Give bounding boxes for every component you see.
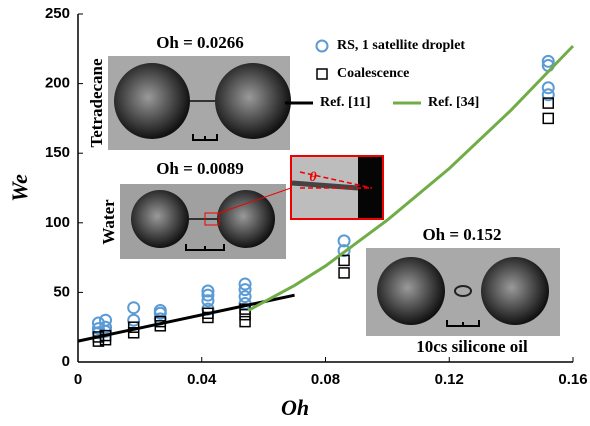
rs-point bbox=[238, 290, 252, 304]
y-tick-label: 100 bbox=[45, 214, 70, 231]
y-axis-title: We bbox=[7, 174, 32, 202]
annotation: Tetradecane bbox=[87, 58, 106, 148]
rs-point bbox=[238, 277, 252, 291]
inset-tetradecane bbox=[108, 56, 291, 150]
rs-point bbox=[127, 301, 141, 315]
legend-swatch bbox=[316, 68, 328, 80]
reference-line bbox=[247, 44, 575, 312]
coalescence-point bbox=[239, 308, 251, 321]
y-tick-label: 250 bbox=[45, 5, 70, 22]
annotation: Oh = 0.0089 bbox=[156, 159, 244, 178]
coalescence-point bbox=[542, 112, 554, 125]
coalescence-point bbox=[127, 327, 140, 339]
rs-point bbox=[238, 283, 252, 297]
inset-water bbox=[120, 184, 292, 259]
rs-point bbox=[201, 284, 215, 298]
legend-label: Coalescence bbox=[337, 66, 409, 81]
rs-point bbox=[91, 322, 105, 336]
coalescence-point bbox=[542, 97, 554, 109]
annotation: Water bbox=[99, 199, 118, 245]
y-tick-label: 0 bbox=[62, 353, 70, 370]
rs-point bbox=[91, 316, 105, 330]
coalescence-point bbox=[338, 254, 350, 267]
rs-point bbox=[337, 244, 351, 258]
y-tick-label: 200 bbox=[45, 75, 70, 92]
x-tick-label: 0.12 bbox=[435, 371, 464, 388]
rs-point bbox=[541, 88, 555, 102]
legend-label: Ref. [11] bbox=[320, 95, 371, 110]
reference-line bbox=[77, 293, 295, 343]
legend-swatch bbox=[315, 39, 329, 53]
coalescence-point bbox=[338, 267, 350, 279]
rs-point bbox=[337, 234, 351, 248]
x-tick-label: 0.16 bbox=[558, 371, 587, 388]
inset-zoom bbox=[290, 155, 384, 220]
coalescence-point bbox=[239, 315, 251, 328]
annotation: Oh = 0.0266 bbox=[156, 33, 244, 52]
x-axis-title: Oh bbox=[281, 395, 309, 420]
rs-point bbox=[99, 320, 113, 334]
rs-point bbox=[201, 288, 215, 302]
rs-point bbox=[153, 306, 167, 320]
legend-label: RS, 1 satellite droplet bbox=[337, 38, 465, 53]
x-tick-label: 0 bbox=[74, 371, 82, 388]
y-tick-label: 150 bbox=[45, 144, 70, 161]
rs-point bbox=[541, 54, 555, 68]
annotation: Oh = 0.152 bbox=[422, 225, 501, 244]
rs-point bbox=[201, 294, 215, 308]
legend-label: Ref. [34] bbox=[428, 95, 479, 110]
x-tick-label: 0.08 bbox=[311, 371, 340, 388]
y-tick-label: 50 bbox=[53, 283, 70, 300]
x-tick-label: 0.04 bbox=[187, 371, 217, 388]
annotation: θ bbox=[309, 170, 317, 185]
rs-point bbox=[127, 313, 141, 327]
rs-point bbox=[541, 81, 555, 95]
inset-silicone bbox=[366, 248, 560, 359]
annotation: 10cs silicone oil bbox=[416, 337, 528, 356]
